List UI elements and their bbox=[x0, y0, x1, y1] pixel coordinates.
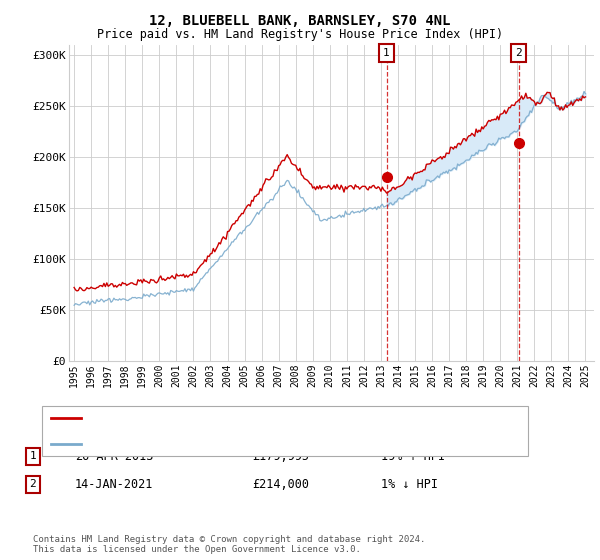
Text: £179,995: £179,995 bbox=[252, 450, 309, 463]
Text: 1: 1 bbox=[383, 48, 390, 58]
Text: 19% ↑ HPI: 19% ↑ HPI bbox=[381, 450, 445, 463]
Text: 2: 2 bbox=[29, 479, 37, 489]
Text: £214,000: £214,000 bbox=[252, 478, 309, 491]
Text: 12, BLUEBELL BANK, BARNSLEY, S70 4NL (detached house): 12, BLUEBELL BANK, BARNSLEY, S70 4NL (de… bbox=[90, 413, 434, 423]
Text: Price paid vs. HM Land Registry's House Price Index (HPI): Price paid vs. HM Land Registry's House … bbox=[97, 28, 503, 41]
Text: Contains HM Land Registry data © Crown copyright and database right 2024.
This d: Contains HM Land Registry data © Crown c… bbox=[33, 535, 425, 554]
Text: 1% ↓ HPI: 1% ↓ HPI bbox=[381, 478, 438, 491]
Text: 14-JAN-2021: 14-JAN-2021 bbox=[75, 478, 154, 491]
Text: 12, BLUEBELL BANK, BARNSLEY, S70 4NL: 12, BLUEBELL BANK, BARNSLEY, S70 4NL bbox=[149, 14, 451, 28]
Text: 26-APR-2013: 26-APR-2013 bbox=[75, 450, 154, 463]
Text: 2: 2 bbox=[515, 48, 522, 58]
Text: HPI: Average price, detached house, Barnsley: HPI: Average price, detached house, Barn… bbox=[90, 439, 376, 449]
Text: 1: 1 bbox=[29, 451, 37, 461]
